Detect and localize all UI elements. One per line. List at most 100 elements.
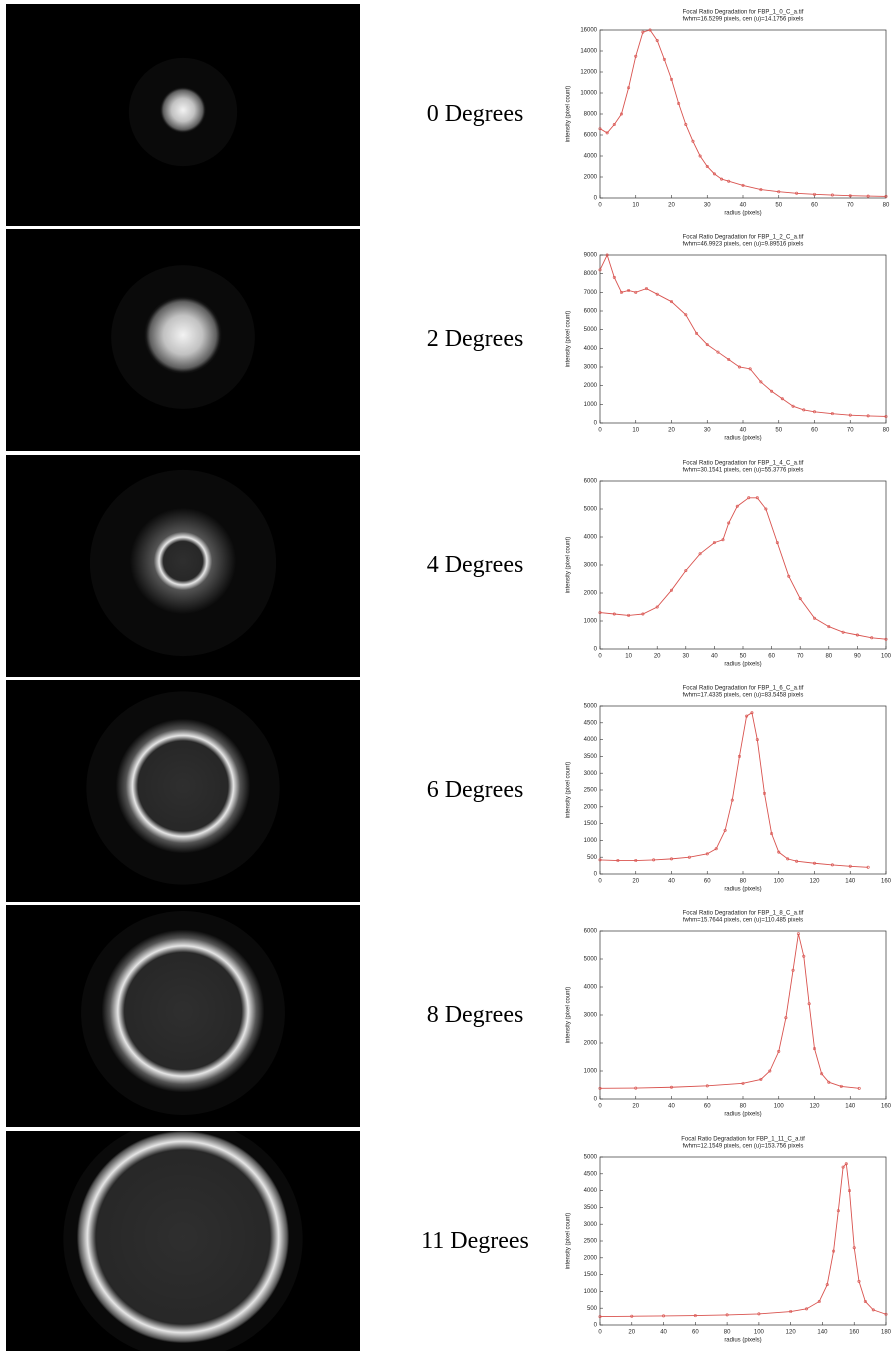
point [812,1047,816,1051]
spot-image [6,229,360,451]
y-tick-label: 2000 [584,804,598,810]
point [866,865,870,869]
point [670,857,674,861]
y-tick-label: 3000 [584,1222,598,1228]
x-tick-label: 30 [682,654,689,660]
x-tick-label: 40 [740,428,747,434]
y-tick-label: 0 [594,421,598,427]
point [884,194,888,198]
spot-image [6,455,360,677]
y-axis-label: intensity (pixel count) [566,1213,572,1269]
y-axis-label: intensity (pixel count) [566,86,572,142]
point [759,380,763,384]
y-tick-label: 4000 [584,737,598,743]
point [727,521,731,525]
point [687,855,691,859]
point [871,1308,875,1312]
x-tick-label: 90 [854,654,861,660]
y-tick-label: 3500 [584,1205,598,1211]
spot-image [6,1131,360,1351]
angle-label: 8 Degrees [426,1002,524,1028]
point [648,28,652,32]
angle-label: 4 Degrees [426,552,524,578]
chart: Focal Ratio Degradation for FBP_1_6_C_a.… [566,686,892,893]
point [641,30,645,34]
point [598,268,602,272]
point [705,1084,709,1088]
point [598,1086,602,1090]
point [714,847,718,851]
x-tick-label: 60 [692,1330,699,1336]
angle-label: 11 Degrees [421,1228,529,1254]
point [848,864,852,868]
figure-row: 2 Degrees Focal Ratio Degradation for FBP… [0,229,892,451]
point [844,1162,848,1166]
point [655,292,659,296]
angle-label: 6 Degrees [426,777,524,803]
x-tick-label: 60 [811,428,818,434]
y-tick-label: 1000 [584,402,598,408]
figure-row: 0 Degrees Focal Ratio Degradation for FBP… [0,4,892,226]
y-tick-label: 3000 [584,1013,598,1019]
point [759,1077,763,1081]
chart: Focal Ratio Degradation for FBP_1_2_C_a.… [566,235,890,442]
y-tick-label: 4000 [584,346,598,352]
x-tick-label: 60 [704,1104,711,1110]
y-axis-label: intensity (pixel count) [566,537,572,593]
x-tick-label: 80 [883,428,890,434]
y-tick-label: 2000 [584,175,598,181]
point [812,616,816,620]
line [599,1162,887,1318]
point [705,343,709,347]
y-axis-label: intensity (pixel count) [566,762,572,818]
point [684,569,688,573]
figure-row: 4 Degrees Focal Ratio Degradation for FBP… [0,455,892,677]
plot-frame [599,705,887,875]
point [791,968,795,972]
point [652,858,656,862]
y-tick-label: 7000 [584,290,598,296]
x-tick-label: 30 [704,203,711,209]
spot-image [6,680,360,902]
point [830,412,834,416]
y-tick-label: 0 [594,1097,598,1103]
point [777,190,781,194]
point [852,1246,856,1250]
point [662,1314,666,1318]
x-tick-label: 10 [632,428,639,434]
x-tick-label: 0 [598,1104,602,1110]
point [630,1314,634,1318]
point [863,1299,867,1303]
point [627,86,631,90]
point [723,828,727,832]
spot-image [6,905,360,1127]
chart-subtitle: fwhm=16.5299 pixels, cen (u)=14.1756 pix… [683,17,804,23]
point [795,859,799,863]
y-tick-label: 500 [587,1306,598,1312]
y-tick-label: 0 [594,1323,598,1329]
y-tick-label: 1000 [584,1069,598,1075]
line [599,253,887,417]
point [670,588,674,592]
point [693,1314,697,1318]
x-tick-label: 100 [774,879,785,885]
point [775,541,779,545]
y-tick-label: 3000 [584,563,598,569]
x-tick-label: 120 [809,879,820,885]
x-tick-label: 100 [774,1104,785,1110]
y-tick-label: 3000 [584,365,598,371]
plot-frame [599,930,887,1100]
point [786,857,790,861]
point [634,290,638,294]
x-tick-label: 80 [740,879,747,885]
y-tick-label: 2000 [584,591,598,597]
point [730,798,734,802]
point [827,625,831,629]
x-tick-label: 50 [775,428,782,434]
plot-frame [599,254,887,424]
x-tick-label: 40 [711,654,718,660]
x-tick-label: 70 [847,428,854,434]
point [805,1307,809,1311]
y-tick-label: 1000 [584,838,598,844]
point [716,350,720,354]
